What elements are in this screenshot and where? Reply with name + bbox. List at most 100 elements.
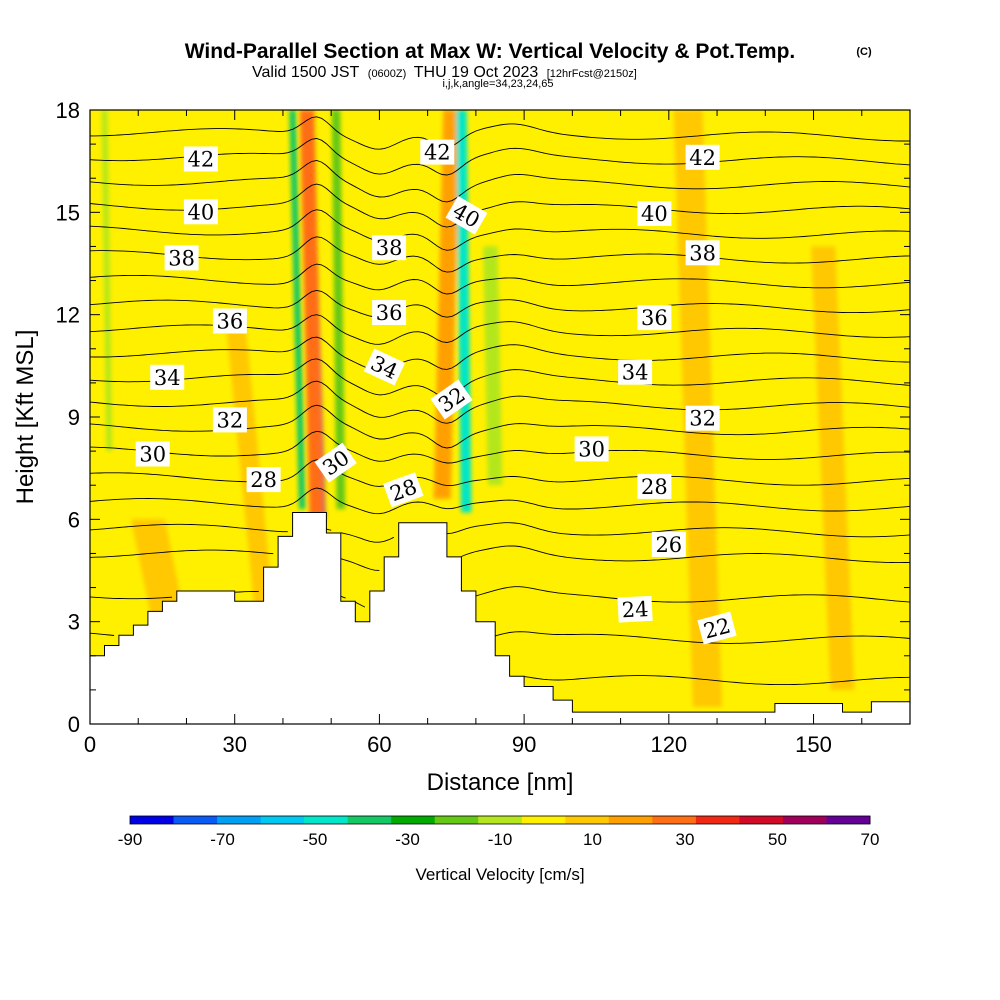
contour-label-21: 30 [574,436,609,462]
theta-contour-26-1 [340,558,380,571]
colorbar-swatch [434,816,479,824]
contour-label-3: 42 [685,144,720,170]
contour-label-box [637,473,672,499]
colorbar-tick-label: -70 [210,830,235,849]
contour-label-box [372,235,407,261]
contour-label-11: 36 [372,300,407,325]
colorbar-swatch [173,816,218,824]
colorbar-swatch [130,816,174,824]
colorbar-swatch [217,816,262,824]
theta-contour-25-2 [340,595,346,599]
theta-contour-37 [90,263,910,295]
contour-label-15: 34 [618,359,653,385]
contour-label-8: 38 [372,235,407,261]
theta-contour-32 [90,380,910,424]
theta-contour-26-2 [461,545,910,564]
colorbar-tick-label: -50 [303,830,328,849]
y-tick-label: 6 [68,507,80,532]
contour-label-26: 24 [617,595,653,623]
contour-label-6: 40 [637,201,672,226]
theta-contour-28 [90,487,910,515]
contour-label-box [314,442,357,483]
contour-label-text: 30 [139,443,166,467]
valid-line: Valid 1500 JST (0600Z) THU 19 Oct 2023 [… [252,64,637,81]
w-band-4 [331,110,346,510]
contour-label-10: 36 [212,308,247,334]
contour-label-16: 32 [212,407,247,433]
y-tick-label: 0 [68,712,80,737]
colorbar: -90 -70 -50 -30 -10 10 30 50 70 [118,815,879,849]
grid-index-line: i,j,k,angle=34,23,24,65 [442,78,553,90]
contour-label-box [574,436,609,462]
colorbar-swatch [739,816,784,824]
x-tick-label: 60 [367,732,391,757]
contour-label-text: 42 [689,146,716,170]
contour-label-1: 42 [183,146,218,172]
w-band-8 [101,110,113,452]
contour-label-text: 38 [376,236,403,260]
contour-label-text: 36 [217,310,244,334]
theta-contours [90,116,910,686]
contour-label-box [383,472,424,508]
x-tick-label: 120 [650,732,687,757]
y-tick-label: 9 [68,405,80,430]
theta-contour-25 [90,596,173,600]
valid-date: THU 19 Oct 2023 [414,64,539,81]
x-tick-label: 0 [84,732,96,757]
y-tick-label: 12 [56,303,80,328]
theta-contour-30 [90,430,910,464]
colorbar-swatch [304,816,349,824]
contour-label-box [618,359,653,385]
chart-title: Wind-Parallel Section at Max W: Vertical… [185,40,796,63]
colorbar-tick-label: 50 [768,830,787,849]
theta-contour-24-1 [495,631,910,644]
contour-label-20: 30 [314,442,357,483]
theta-contour-34 [90,336,910,372]
contour-label-22: 28 [246,467,281,493]
contour-label-text: 36 [376,301,403,325]
contour-label-text: 38 [689,241,716,265]
y-tick-label: 18 [56,98,80,123]
contour-label-text: 28 [250,468,277,492]
x-tick-label: 30 [222,732,246,757]
contour-label-box [617,595,653,623]
colorbar-label: Vertical Velocity [cm/s] [415,865,584,884]
contour-label-box [164,245,199,271]
contour-label-text: 40 [188,200,215,224]
contour-label-18: 32 [685,405,720,431]
theta-contour-23 [524,675,910,686]
contour-label-text: 24 [621,597,649,622]
x-tick-label: 150 [795,732,832,757]
contour-label-box [363,348,406,386]
colorbar-tick-label: -90 [118,830,143,849]
contour-label-14: 34 [363,348,406,386]
w-band-2 [299,110,324,520]
colorbar-swatch [652,816,697,824]
contour-label-box [685,144,720,170]
contour-label-text: 32 [217,408,244,432]
contour-label-box [685,240,720,266]
contour-label-25: 26 [651,531,686,557]
colorbar-swatch [347,816,392,824]
y-tick-label: 3 [68,610,80,635]
valid-prefix: Valid 1500 JST [252,64,360,81]
contour-label-text: 34 [154,366,181,390]
contour-label-box [212,407,247,433]
contour-label-box [685,405,720,431]
contour-label-text: 42 [424,141,451,165]
contour-label-12: 36 [637,305,672,331]
theta-contour-42 [90,138,910,176]
colorbar-swatch [826,816,871,824]
y-axis-label: Height [Kft MSL] [12,330,39,505]
theta-contour-25-1 [234,590,259,593]
contour-label-text: 34 [622,361,649,385]
contour-label-box [183,199,218,225]
contour-label-text: 28 [641,475,668,499]
colorbar-frame [129,815,871,825]
contour-label-text: 30 [578,437,605,461]
contour-label-box [150,364,185,390]
theta-contour-25-3 [355,601,366,608]
